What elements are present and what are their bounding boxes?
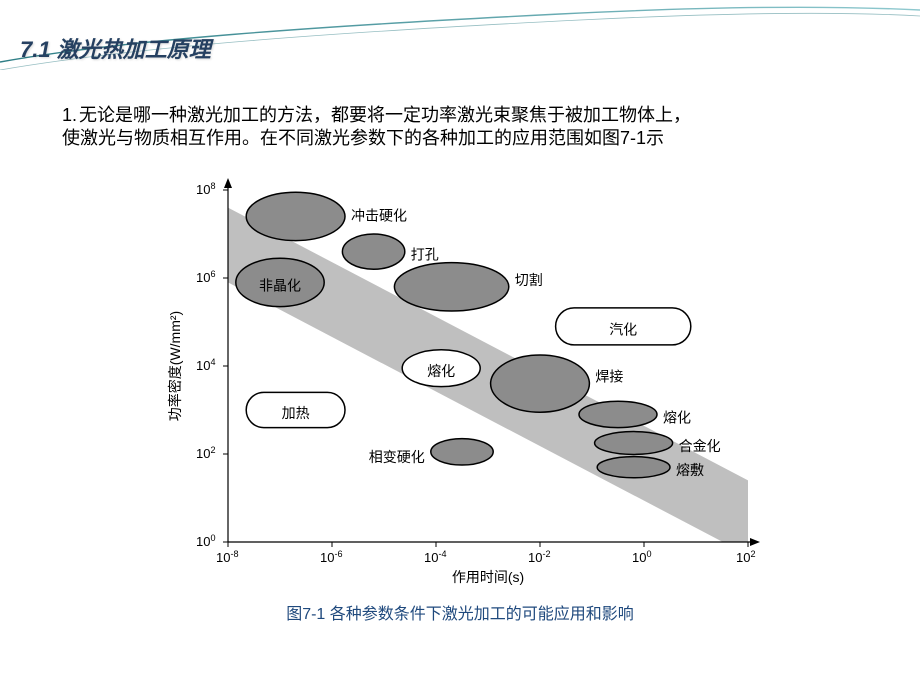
svg-text:非晶化: 非晶化 — [259, 277, 301, 293]
svg-text:加热: 加热 — [282, 405, 310, 421]
section-title: 7.1 激光热加工原理 — [20, 32, 211, 64]
svg-text:熔敷: 熔敷 — [676, 462, 704, 478]
slide: 7.1 激光热加工原理 1.无论是哪一种激光加工的方法，都要将一定功率激光束聚焦… — [0, 0, 920, 690]
svg-text:106: 106 — [196, 269, 216, 285]
svg-text:汽化: 汽化 — [609, 321, 637, 337]
paragraph: 1.无论是哪一种激光加工的方法，都要将一定功率激光束聚焦于被加工物体上， 使激光… — [62, 104, 872, 149]
svg-text:10-2: 10-2 — [528, 549, 551, 565]
svg-text:102: 102 — [196, 445, 216, 461]
figure-caption: 图7-1 各种参数条件下激光加工的可能应用和影响 — [0, 600, 920, 624]
svg-text:100: 100 — [196, 533, 216, 549]
svg-text:相变硬化: 相变硬化 — [369, 449, 425, 465]
svg-text:熔化: 熔化 — [663, 409, 691, 425]
svg-text:切割: 切割 — [515, 272, 543, 288]
svg-text:10-8: 10-8 — [216, 549, 239, 565]
paragraph-number: 1. — [62, 105, 77, 125]
svg-text:合金化: 合金化 — [679, 438, 721, 454]
svg-text:102: 102 — [736, 549, 756, 565]
svg-text:焊接: 焊接 — [595, 369, 623, 385]
svg-text:10-6: 10-6 — [320, 549, 343, 565]
svg-text:冲击硬化: 冲击硬化 — [351, 207, 407, 223]
svg-text:功率密度(W/mm²): 功率密度(W/mm²) — [167, 311, 183, 421]
svg-text:作用时间(s): 作用时间(s) — [452, 569, 524, 585]
svg-text:打孔: 打孔 — [411, 247, 439, 263]
svg-text:108: 108 — [196, 181, 216, 197]
svg-text:104: 104 — [196, 357, 216, 373]
svg-text:熔化: 熔化 — [427, 363, 455, 379]
svg-text:100: 100 — [632, 549, 652, 565]
chart: 10-8 10-6 10-4 10-2 100 102 100 102 104 106 108 作用时… — [150, 172, 770, 592]
svg-text:10-4: 10-4 — [424, 549, 447, 565]
paragraph-line2: 使激光与物质相互作用。在不同激光参数下的各种加工的应用范围如图7-1示 — [62, 128, 664, 148]
paragraph-line1: 无论是哪一种激光加工的方法，都要将一定功率激光束聚焦于被加工物体上， — [79, 105, 691, 125]
